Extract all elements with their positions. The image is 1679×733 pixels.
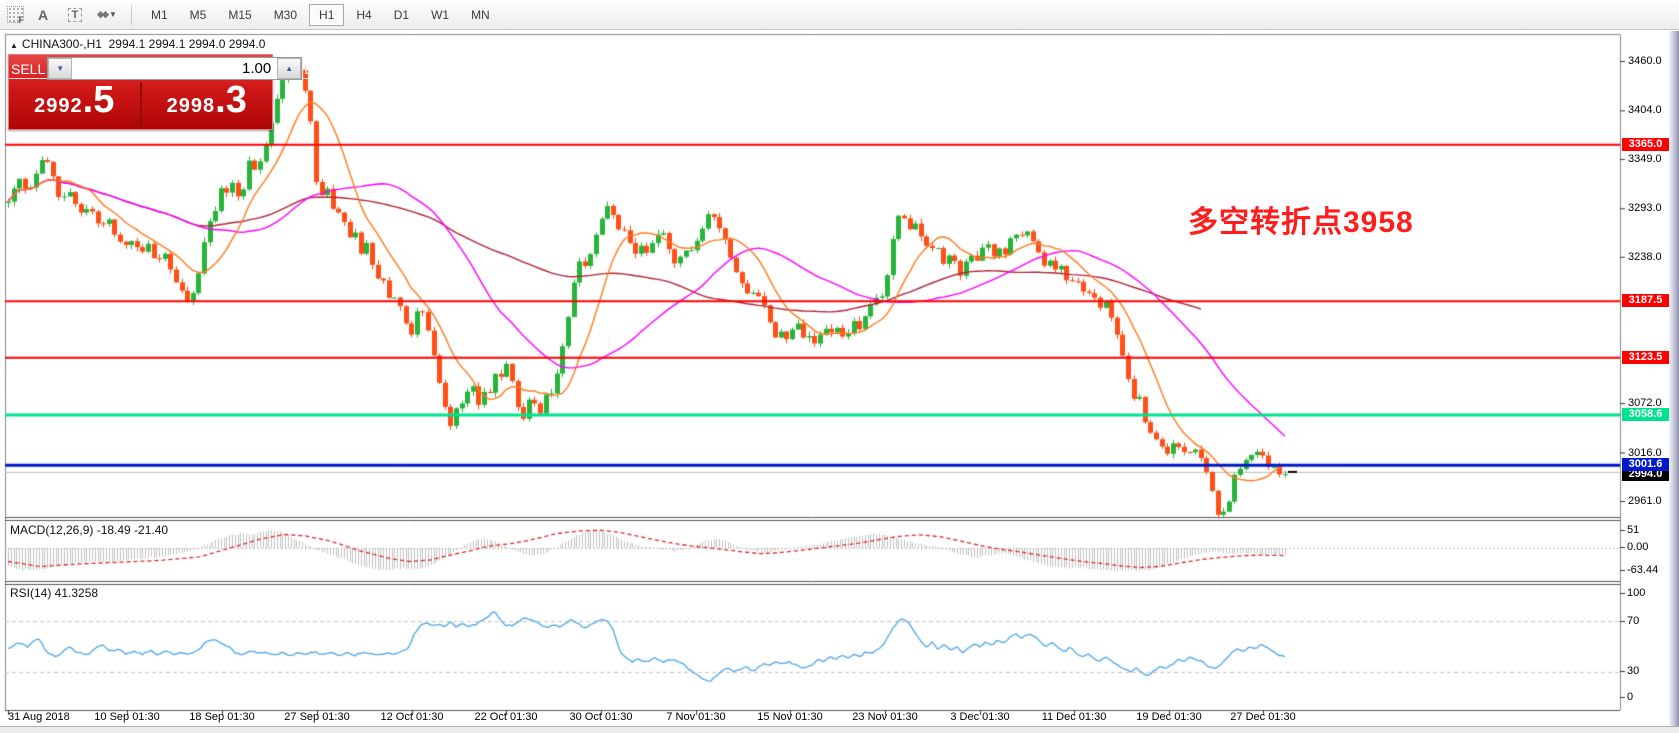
time-axis-label: 27 Sep 01:30 bbox=[284, 711, 350, 723]
level-price-chip: 3123.5 bbox=[1622, 350, 1669, 364]
level-price-chip: 3001.6 bbox=[1622, 458, 1669, 472]
one-click-trade-panel: SELL ▼ ▲ BUY 2992.5 2998.3 bbox=[8, 54, 336, 130]
time-axis-label: 11 Dec 01:30 bbox=[1041, 711, 1107, 723]
arrange-icon[interactable]: ◆◆ ▼ bbox=[97, 9, 117, 19]
rsi-scale-label: 70 bbox=[1627, 615, 1640, 627]
ohlc-values: 2994.1 2994.1 2994.0 2994.0 bbox=[108, 37, 266, 51]
chart-title: ▲ CHINA300-,H1 2994.1 2994.1 2994.0 2994.… bbox=[10, 37, 265, 51]
timeframe-button-h4[interactable]: H4 bbox=[356, 7, 372, 22]
time-axis-label: 19 Dec 01:30 bbox=[1136, 711, 1202, 723]
price-tick-label: 2961.0 bbox=[1628, 495, 1662, 507]
volume-box: ▼ ▲ bbox=[47, 57, 303, 80]
dots-grid-f-icon[interactable]: F bbox=[7, 6, 24, 25]
macd-scale-label: 0.00 bbox=[1627, 541, 1649, 553]
price-tick-label: 3460.0 bbox=[1628, 55, 1662, 67]
timeframe-button-m5[interactable]: M5 bbox=[189, 7, 207, 22]
price-chart-canvas[interactable] bbox=[0, 31, 1679, 726]
symbol-name: CHINA300-,H1 bbox=[21, 37, 102, 51]
sell-button[interactable]: SELL bbox=[9, 60, 48, 79]
time-axis-label: 15 Nov 01:30 bbox=[757, 711, 823, 723]
toolbar-separator bbox=[131, 4, 132, 25]
price-tick-label: 3349.0 bbox=[1628, 152, 1662, 165]
top-toolbar: F A T ◆◆ ▼ M1 M5 M15 M30 H1 H4 D1 W1 MN bbox=[0, 0, 1679, 30]
sell-price[interactable]: 2992.5 bbox=[34, 79, 115, 121]
volume-input[interactable] bbox=[72, 58, 278, 79]
timeframe-button-group: M1 M5 M15 M30 H1 H4 D1 W1 MN bbox=[140, 3, 501, 26]
macd-scale-label: -63.44 bbox=[1627, 564, 1659, 576]
time-axis-label: 7 Nov 01:30 bbox=[666, 711, 726, 723]
macd-scale-label: 51 bbox=[1627, 524, 1640, 536]
volume-decrease-button[interactable]: ▼ bbox=[48, 58, 73, 79]
timeframe-button-h1[interactable]: H1 bbox=[309, 3, 345, 26]
time-axis-label: 30 Oct 01:30 bbox=[569, 711, 633, 723]
price-tick-label: 3293.0 bbox=[1628, 202, 1662, 215]
timeframe-button-d1[interactable]: D1 bbox=[393, 7, 410, 22]
time-axis-label: 22 Oct 01:30 bbox=[474, 711, 538, 723]
macd-label: MACD(12,26,9) -18.49 -21.40 bbox=[10, 523, 169, 537]
time-axis-label: 31 Aug 2018 bbox=[8, 711, 70, 723]
timeframe-button-mn[interactable]: MN bbox=[471, 7, 490, 22]
rsi-scale-label: 100 bbox=[1627, 587, 1646, 599]
rsi-scale-label: 0 bbox=[1627, 691, 1634, 703]
timeframe-button-m1[interactable]: M1 bbox=[151, 7, 168, 22]
price-tick-label: 3072.0 bbox=[1628, 397, 1662, 410]
time-axis-label: 23 Nov 01:30 bbox=[852, 711, 918, 723]
rsi-scale-label: 30 bbox=[1627, 665, 1640, 677]
level-price-chip: 3058.6 bbox=[1622, 407, 1669, 421]
time-axis-label: 27 Dec 01:30 bbox=[1230, 711, 1296, 723]
collapse-arrow-icon[interactable]: ▲ bbox=[10, 41, 18, 50]
time-axis-label: 12 Oct 01:30 bbox=[380, 711, 444, 723]
timeframe-button-w1[interactable]: W1 bbox=[431, 7, 450, 22]
buy-button[interactable]: BUY bbox=[302, 60, 336, 79]
price-tick-label: 3238.0 bbox=[1628, 250, 1662, 263]
font-a-icon[interactable]: A bbox=[37, 6, 49, 23]
caret-down-icon[interactable]: ▼ bbox=[108, 10, 117, 19]
timeframe-button-m30[interactable]: M30 bbox=[273, 7, 298, 22]
level-price-chip: 3365.0 bbox=[1622, 137, 1669, 151]
price-tick-label: 3016.0 bbox=[1628, 446, 1662, 459]
timeframe-button-m15[interactable]: M15 bbox=[228, 7, 252, 22]
buy-price[interactable]: 2998.3 bbox=[139, 81, 273, 128]
time-axis-label: 3 Dec 01:30 bbox=[950, 711, 1010, 723]
time-axis-label: 18 Sep 01:30 bbox=[189, 711, 255, 723]
level-price-chip: 3187.5 bbox=[1622, 294, 1669, 308]
vertical-scrollbar[interactable] bbox=[1669, 31, 1679, 726]
price-tick-label: 3404.0 bbox=[1628, 104, 1662, 117]
text-box-icon[interactable]: T bbox=[67, 7, 83, 22]
status-bar bbox=[0, 726, 1679, 733]
rsi-label: RSI(14) 41.3258 bbox=[10, 586, 99, 600]
time-axis-label: 10 Sep 01:30 bbox=[94, 711, 160, 723]
chart-text-annotation: 多空转折点3958 bbox=[1188, 206, 1414, 239]
volume-increase-button[interactable]: ▲ bbox=[277, 58, 302, 79]
